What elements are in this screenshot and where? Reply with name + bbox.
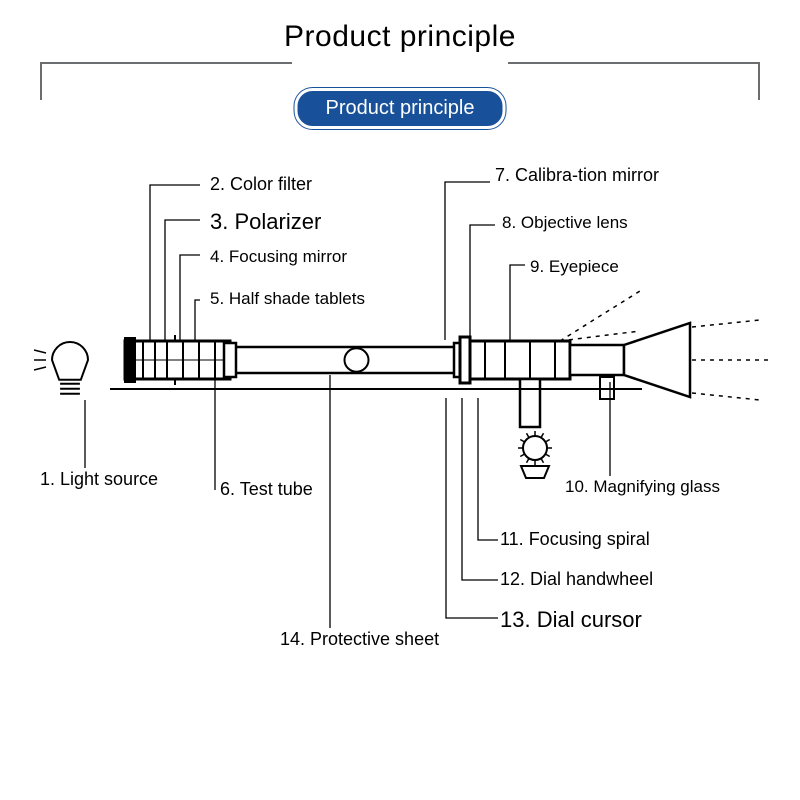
label-n4: 4. Focusing mirror bbox=[210, 248, 347, 266]
label-n8: 8. Objective lens bbox=[502, 214, 628, 232]
label-n14: 14. Protective sheet bbox=[280, 630, 439, 649]
diagram-stage: Product principle Product principle 1. L… bbox=[0, 0, 800, 800]
label-n7: 7. Calibra-­tion mirror bbox=[495, 166, 659, 185]
label-n9: 9. Eyepiece bbox=[530, 258, 619, 276]
label-n10: 10. Magnifying glass bbox=[565, 478, 720, 496]
label-n2: 2. Color filter bbox=[210, 175, 312, 194]
label-n6: 6. Test tube bbox=[220, 480, 313, 499]
label-n12: 12. Dial handwheel bbox=[500, 570, 653, 589]
principle-diagram bbox=[0, 0, 800, 800]
label-n1: 1. Light source bbox=[40, 470, 158, 489]
label-n3: 3. Polarizer bbox=[210, 210, 321, 233]
label-n13: 13. Dial cursor bbox=[500, 608, 642, 631]
label-n11: 11. Focusing spiral bbox=[500, 530, 650, 549]
label-n5: 5. Half shade tablets bbox=[210, 290, 365, 308]
